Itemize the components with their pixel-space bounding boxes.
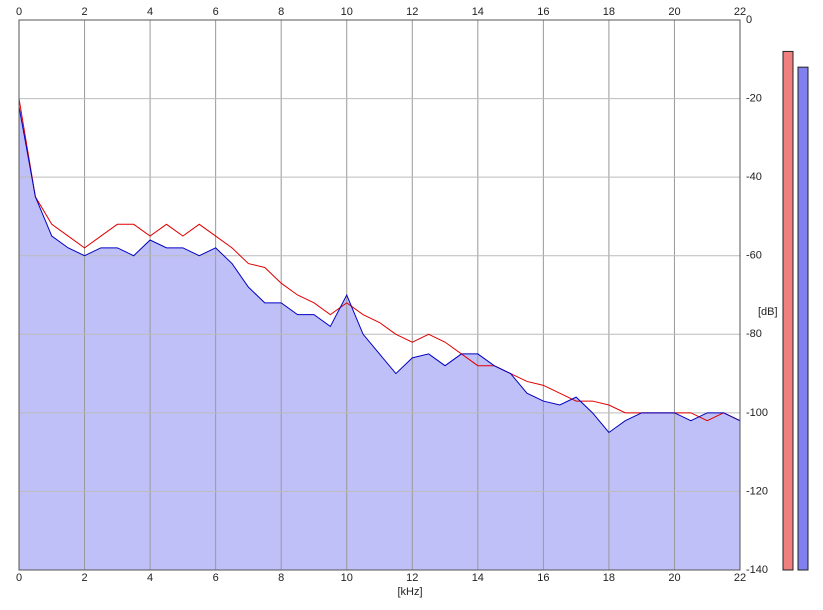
x-tick-label: 4 — [147, 572, 153, 584]
y-axis-label: [dB] — [758, 306, 778, 318]
x-tick-label: 18 — [603, 572, 615, 584]
x-tick-label: 8 — [278, 572, 284, 584]
x-tick-label-top: 12 — [406, 6, 418, 18]
y-tick-label: -60 — [746, 250, 762, 262]
spectrum-line — [18, 98, 741, 422]
x-axis-label: [kHz] — [397, 586, 422, 598]
x-tick-label: 20 — [668, 572, 680, 584]
x-tick-label-top: 16 — [537, 6, 549, 18]
x-tick-label-top: 8 — [278, 6, 284, 18]
y-tick-label: 0 — [746, 14, 752, 26]
x-tick-label-top: 6 — [213, 6, 219, 18]
y-tick-label: -100 — [746, 407, 768, 419]
x-tick-label-top: 2 — [81, 6, 87, 18]
x-tick-label: 6 — [213, 572, 219, 584]
x-tick-label-top: 14 — [472, 6, 484, 18]
spectrum-area — [19, 106, 740, 570]
spectrum-line — [18, 106, 741, 434]
y-tick-label: -40 — [746, 171, 762, 183]
x-tick-label: 0 — [16, 572, 22, 584]
x-tick-label-top: 18 — [603, 6, 615, 18]
y-tick-label: -80 — [746, 328, 762, 340]
x-tick-label-top: 4 — [147, 6, 153, 18]
y-tick-label: -120 — [746, 485, 768, 497]
x-tick-label: 14 — [472, 572, 484, 584]
level-meter — [782, 50, 794, 571]
x-tick-label-top: 20 — [668, 6, 680, 18]
x-tick-label: 2 — [81, 572, 87, 584]
x-tick-label-top: 0 — [16, 6, 22, 18]
level-meter — [797, 66, 809, 571]
x-tick-label: 16 — [537, 572, 549, 584]
x-tick-label-top: 22 — [734, 6, 746, 18]
y-tick-label: -140 — [746, 564, 768, 576]
x-tick-label: 12 — [406, 572, 418, 584]
plot-border — [18, 19, 741, 571]
y-tick-label: -20 — [746, 92, 762, 104]
x-tick-label-top: 10 — [341, 6, 353, 18]
x-tick-label: 10 — [341, 572, 353, 584]
x-tick-label: 22 — [734, 572, 746, 584]
